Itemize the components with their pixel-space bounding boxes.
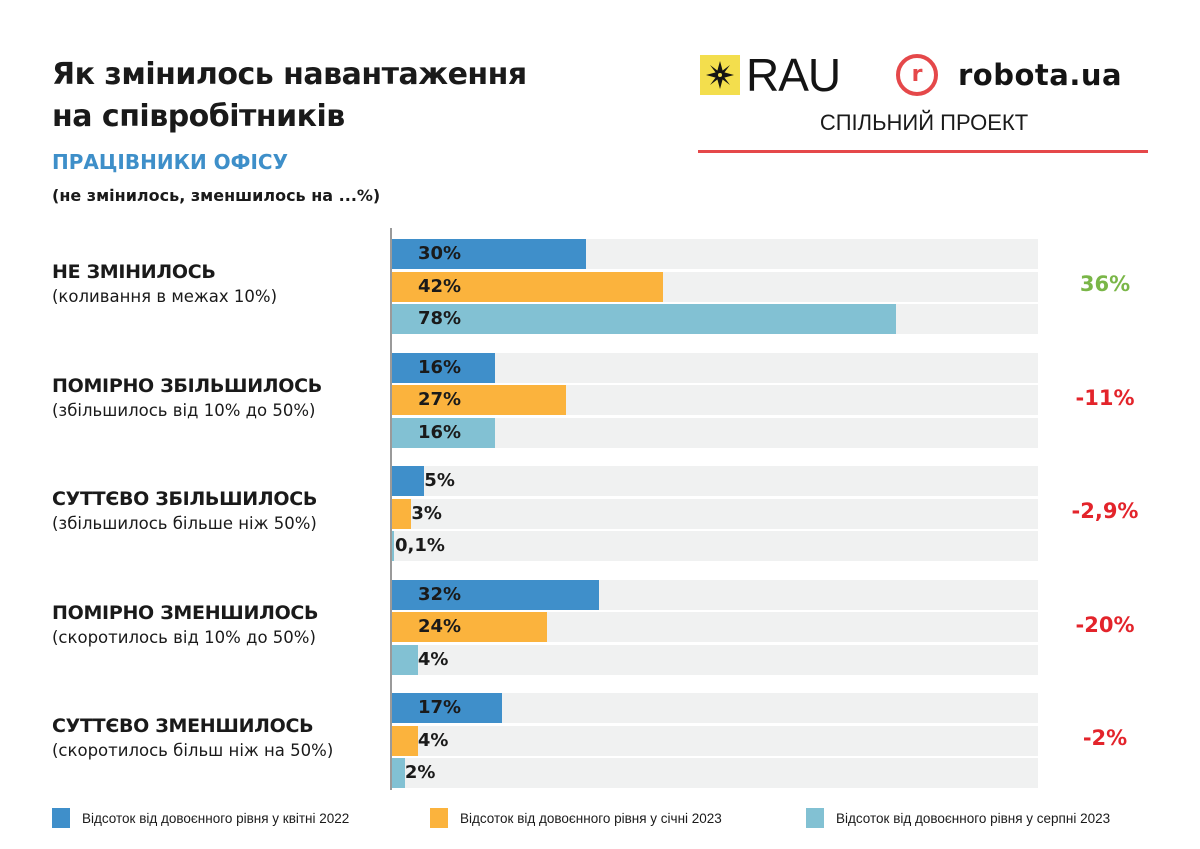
bar [392,531,394,561]
category-title: СУТТЄВО ЗМЕНШИЛОСЬ [52,715,314,737]
bar-value-label: 30% [418,243,462,264]
chart-subtitle: ПРАЦІВНИКИ ОФІСУ [52,150,289,174]
header-divider [698,150,1148,153]
bar-track: 30% [392,239,1038,269]
bar-track: 4% [392,644,1038,675]
category-title: НЕ ЗМІНИЛОСЬ [52,261,216,283]
robota-logo: r robota.ua [896,54,1122,96]
chart-title-line-2: на співробітників [52,99,345,134]
rau-star-icon [700,55,740,95]
category-title: СУТТЄВО ЗБІЛЬШИЛОСЬ [52,488,318,510]
bar-track: 27% [392,385,1038,415]
change-value: 36% [1079,272,1131,296]
bar [392,644,418,675]
category-description: (скоротилось більш ніж на 50%) [52,741,334,760]
bar-value-label: 5% [424,470,455,491]
category-description: (скоротилось від 10% до 50%) [52,627,316,647]
y-axis-line [390,228,392,790]
legend-swatch [806,808,824,828]
change-value: -2,9% [1071,499,1139,523]
legend-swatch [52,808,70,828]
bar-track: 2% [392,758,1038,788]
bar [392,758,405,788]
bar-value-label: 4% [417,648,449,670]
category-description: (збільшилось від 10% до 50%) [52,400,316,420]
bar-value-label: 2% [404,762,436,783]
category-description: (коливання в межах 10%) [52,287,278,306]
category-label: ПОМІРНО ЗБІЛЬШИЛОСЬ (збільшилось від 10% … [52,375,382,420]
bar-value-label: 0,1% [395,535,445,556]
bar [392,725,418,756]
bar [392,579,599,610]
bar-value-label: 3% [411,502,442,524]
bar-value-label: 16% [418,356,462,378]
bar-value-label: 78% [418,308,462,329]
bar-track: 0,1% [392,531,1038,561]
change-value: -2% [1082,726,1128,750]
chart-title-line-1: Як змінилось навантаження [52,57,527,92]
bar [392,693,502,723]
bar [392,239,586,269]
bar [392,466,425,496]
rau-logo: RAU [700,49,841,101]
bar [392,417,496,448]
robota-logo-text: robota.ua [958,58,1123,92]
bar-value-label: 42% [418,275,462,297]
category-label: СУТТЄВО ЗБІЛЬШИЛОСЬ (збільшилось більше н… [52,488,382,533]
legend-label: Відсоток від довоєнного рівня у серпні 2… [836,810,1111,826]
bar [392,352,496,383]
bar-track: 16% [392,417,1038,448]
bar-track: 5% [392,466,1038,496]
bar-track: 16% [392,352,1038,383]
legend-label: Відсоток від довоєнного рівня у квітні 2… [82,810,350,826]
bar-value-label: 32% [418,583,462,605]
bar-value-label: 17% [418,697,462,718]
category-label: НЕ ЗМІНИЛОСЬ (коливання в межах 10%) [52,261,382,306]
rau-logo-text: RAU [746,49,841,101]
bar [392,271,664,302]
bar [392,304,896,334]
bar-track: 78% [392,304,1038,334]
chart-note: (не змінилось, зменшилось на ...%) [52,186,381,205]
bar-track: 3% [392,498,1038,529]
legend-item: Відсоток від довоєнного рівня у січні 20… [430,808,722,828]
chart-title: Як змінилось навантаження на співробітни… [52,54,652,138]
legend-swatch [430,808,448,828]
change-value: -20% [1075,612,1135,637]
legend-item: Відсоток від довоєнного рівня у квітні 2… [52,808,349,828]
legend-label: Відсоток від довоєнного рівня у січні 20… [460,810,722,826]
category-title: ПОМІРНО ЗБІЛЬШИЛОСЬ [52,374,322,397]
bar-track: 4% [392,725,1038,756]
category-label: СУТТЄВО ЗМЕНШИЛОСЬ (скоротилось більш ніж… [52,715,382,760]
bar-track: 17% [392,693,1038,723]
legend-item: Відсоток від довоєнного рівня у серпні 2… [806,808,1110,828]
bar-value-label: 27% [418,389,462,410]
bar-track: 42% [392,271,1038,302]
category-label: ПОМІРНО ЗМЕНШИЛОСЬ (скоротилось від 10% д… [52,602,382,647]
bar [392,612,548,642]
category-description: (збільшилось більше ніж 50%) [52,514,317,533]
robota-mark-letter: r [911,62,923,87]
bar-value-label: 16% [418,421,462,443]
bar-value-label: 24% [418,616,462,637]
bar [392,385,567,415]
change-value: -11% [1075,385,1135,410]
bar-track: 24% [392,612,1038,642]
joint-project-label: СПІЛЬНИЙ ПРОЕКТ [819,110,1029,135]
robota-r-icon: r [896,54,938,96]
bar [392,498,412,529]
bar-track: 32% [392,579,1038,610]
category-title: ПОМІРНО ЗМЕНШИЛОСЬ [52,601,319,624]
bar-value-label: 4% [417,729,449,751]
